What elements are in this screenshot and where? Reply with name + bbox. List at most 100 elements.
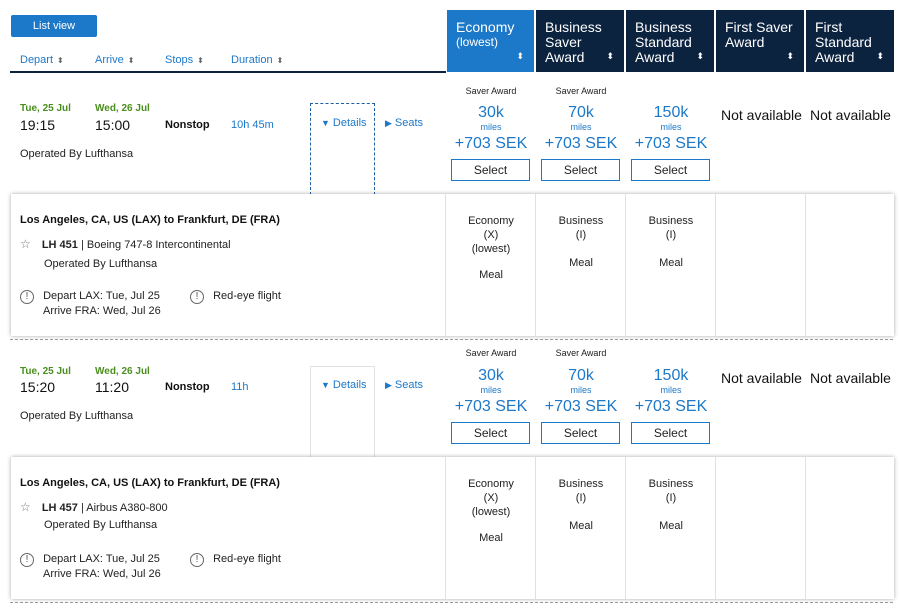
cabin-header-business-saver[interactable]: Business Saver Award ⬍ — [536, 10, 624, 72]
award-label: Saver Award — [465, 348, 517, 358]
info-icon: ! — [20, 290, 34, 304]
flight-info: ☆ LH 451 | Boeing 747-8 Intercontinental — [20, 237, 231, 251]
info-icon: ! — [20, 553, 34, 567]
depart-arrive-note: ! Depart LAX: Tue, Jul 25 Arrive FRA: We… — [20, 552, 161, 581]
fare-class: Economy (X) (lowest) Meal — [446, 214, 536, 282]
select-button[interactable]: Select — [541, 422, 620, 444]
select-button[interactable]: Select — [631, 159, 710, 181]
row-divider — [10, 602, 893, 603]
details-toggle[interactable]: ▼ Details — [321, 117, 367, 129]
details-label: Details — [332, 117, 367, 129]
price-miles: 150k — [653, 367, 689, 384]
cabin-header-first-standard[interactable]: First Standard Award ⬍ — [806, 10, 894, 72]
fare-class: Economy (X) (lowest) Meal — [446, 477, 536, 545]
details-panel: Los Angeles, CA, US (LAX) to Frankfurt, … — [11, 194, 894, 336]
sort-duration[interactable]: Duration ⬍ — [231, 54, 283, 66]
seats-link[interactable]: ▶ Seats — [385, 117, 423, 129]
seats-label: Seats — [394, 117, 424, 129]
price-sek: +703 SEK — [634, 398, 708, 415]
cabin-title: First — [815, 19, 843, 35]
fare-note: (lowest) — [471, 243, 511, 255]
sort-icon: ⬍ — [516, 51, 524, 61]
cabin-title-2: Saver — [545, 34, 582, 50]
cabin-title-3: Award — [545, 49, 585, 65]
panel-divider — [535, 194, 536, 336]
cabin-subtitle: (lowest) — [456, 35, 499, 49]
miles-unit: miles — [570, 385, 592, 395]
panel-operated-by: Operated By Lufthansa — [44, 258, 158, 270]
price-miles: 30k — [478, 104, 504, 121]
cabin-title-2: Standard — [815, 34, 872, 50]
arrive-time: 11:20 — [95, 379, 129, 395]
route-title: Los Angeles, CA, US (LAX) to Frankfurt, … — [20, 214, 280, 226]
cabin-title: Business — [635, 19, 692, 35]
fare-note: (lowest) — [471, 506, 511, 518]
depart-time: 15:20 — [20, 379, 56, 395]
cabin-title-2: Award — [725, 34, 765, 50]
seats-link[interactable]: ▶ Seats — [385, 379, 423, 391]
fare-meal: Meal — [569, 520, 593, 532]
depart-note: Depart LAX: Tue, Jul 25 — [43, 553, 160, 565]
fare-cabin: Business — [558, 478, 604, 490]
operated-by: Operated By Lufthansa — [20, 410, 134, 422]
award-label: Saver Award — [555, 86, 607, 96]
aircraft: | Airbus A380-800 — [80, 502, 168, 514]
fare-meal: Meal — [659, 257, 683, 269]
panel-divider — [715, 457, 716, 599]
price-sek: +703 SEK — [544, 398, 618, 415]
details-toggle[interactable]: ▼ Details — [321, 379, 367, 391]
operated-by: Operated By Lufthansa — [20, 148, 134, 160]
sort-arrive-label: Arrive — [95, 54, 124, 66]
panel-divider — [535, 457, 536, 599]
select-button[interactable]: Select — [541, 159, 620, 181]
price-sek: +703 SEK — [454, 135, 528, 152]
cabin-header-first-saver[interactable]: First Saver Award ⬍ — [716, 10, 804, 72]
depart-note: Depart LAX: Tue, Jul 25 — [43, 290, 160, 302]
panel-divider — [805, 194, 806, 336]
fare-meal: Meal — [569, 257, 593, 269]
fare-code: (I) — [575, 492, 587, 504]
stops: Nonstop — [165, 381, 210, 393]
info-icon: ! — [190, 290, 204, 304]
caret-right-icon: ▶ — [385, 380, 392, 390]
select-button[interactable]: Select — [451, 422, 530, 444]
arrive-date: Wed, 26 Jul — [95, 103, 150, 114]
depart-arrive-note: ! Depart LAX: Tue, Jul 25 Arrive FRA: We… — [20, 289, 161, 318]
panel-divider — [715, 194, 716, 336]
fare-code: (X) — [483, 492, 499, 504]
price-miles: 70k — [568, 367, 594, 384]
fare-cabin: Business — [558, 215, 604, 227]
sort-stops[interactable]: Stops ⬍ — [165, 54, 204, 66]
fare-cabin: Business — [648, 215, 694, 227]
cabin-header-business-standard[interactable]: Business Standard Award ⬍ — [626, 10, 714, 72]
select-button[interactable]: Select — [631, 422, 710, 444]
fare-code: (X) — [483, 229, 499, 241]
sort-icon: ⬍ — [606, 51, 614, 61]
select-button[interactable]: Select — [451, 159, 530, 181]
duration: 10h 45m — [231, 119, 274, 131]
sort-icon: ⬍ — [57, 56, 64, 65]
flight-number: LH 457 — [41, 502, 78, 514]
fare-cabin: Economy — [468, 478, 514, 490]
cabin-title-2: Standard — [635, 34, 692, 50]
miles-unit: miles — [480, 122, 502, 132]
cabin-header-economy[interactable]: Economy (lowest) ⬍ — [447, 10, 534, 72]
row-divider — [10, 339, 893, 340]
sort-depart[interactable]: Depart ⬍ — [20, 54, 64, 66]
sort-arrive[interactable]: Arrive ⬍ — [95, 54, 134, 66]
cabin-title-3: Award — [815, 49, 855, 65]
sort-icon: ⬍ — [127, 56, 135, 65]
cabin-title: First Saver — [725, 19, 793, 35]
cabin-title: Economy — [456, 19, 515, 35]
price-miles: 30k — [478, 367, 504, 384]
panel-divider — [625, 194, 626, 336]
details-label: Details — [332, 379, 367, 391]
price-miles: 70k — [568, 104, 594, 121]
panel-divider — [625, 457, 626, 599]
price-sek: +703 SEK — [634, 135, 708, 152]
list-view-button[interactable]: List view — [11, 15, 97, 37]
seats-label: Seats — [394, 379, 424, 391]
star-icon: ☆ — [20, 237, 31, 251]
sort-stops-label: Stops — [165, 54, 194, 66]
award-label: Saver Award — [465, 86, 517, 96]
